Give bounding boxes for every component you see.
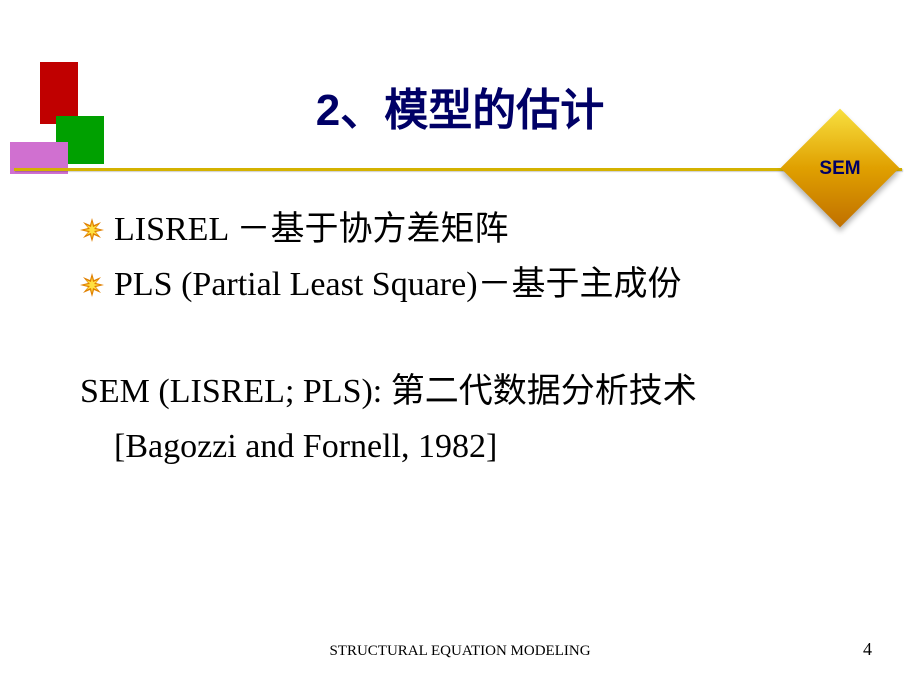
bullet-item: PLS (Partial Least Square)－基于主成份: [80, 259, 860, 310]
footer-text: STRUCTURAL EQUATION MODELING: [0, 643, 920, 660]
starburst-icon: [80, 273, 104, 297]
body-line: SEM (LISREL; PLS): 第二代数据分析技术: [80, 366, 860, 417]
bullet-text: LISREL －基于协方差矩阵: [114, 211, 508, 248]
page-number: 4: [863, 639, 872, 660]
bullet-item: LISREL －基于协方差矩阵: [80, 204, 860, 255]
diamond-label: SEM: [780, 158, 900, 180]
slide: 2、模型的估计 SEM LISREL －基于协方差矩阵 PLS (Partial…: [0, 0, 920, 690]
starburst-icon: [80, 218, 104, 242]
horizontal-rule: [14, 168, 902, 171]
body-line-citation: [Bagozzi and Fornell, 1982]: [80, 421, 860, 472]
bullet-text: PLS (Partial Least Square)－基于主成份: [114, 266, 682, 303]
content-area: LISREL －基于协方差矩阵 PLS (Partial Least Squar…: [80, 204, 860, 476]
